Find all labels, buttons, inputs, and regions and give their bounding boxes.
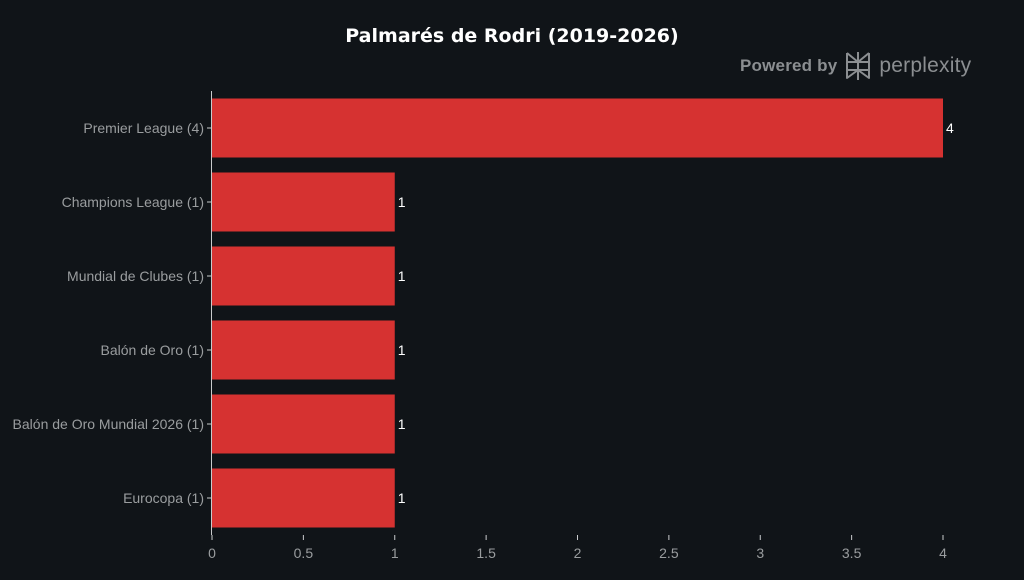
bar xyxy=(212,172,395,232)
bar xyxy=(212,98,943,158)
x-tick-label: 4 xyxy=(939,545,947,561)
x-tick-label: 1 xyxy=(391,545,399,561)
x-tick-label: 2 xyxy=(574,545,582,561)
x-tick-label: 2.5 xyxy=(659,545,679,561)
bar xyxy=(212,246,395,306)
y-tick-label: Premier League (4) xyxy=(83,120,204,136)
data-label: 1 xyxy=(398,490,406,506)
data-label: 1 xyxy=(398,416,406,432)
x-tick-label: 3.5 xyxy=(842,545,862,561)
bar xyxy=(212,468,395,528)
y-tick-label: Eurocopa (1) xyxy=(123,490,204,506)
y-tick-label: Mundial de Clubes (1) xyxy=(67,268,204,284)
watermark-brand: perplexity xyxy=(879,54,972,77)
data-label: 1 xyxy=(398,268,406,284)
watermark-prefix: Powered by xyxy=(740,56,838,75)
y-tick-label: Balón de Oro (1) xyxy=(101,342,205,358)
y-tick-label: Balón de Oro Mundial 2026 (1) xyxy=(13,416,204,432)
data-label: 4 xyxy=(946,120,954,136)
chart-title: Palmarés de Rodri (2019-2026) xyxy=(345,25,679,47)
data-label: 1 xyxy=(398,342,406,358)
y-tick-label: Champions League (1) xyxy=(62,194,204,210)
bar xyxy=(212,320,395,380)
bar xyxy=(212,394,395,454)
perplexity-logo-icon xyxy=(846,52,871,80)
watermark: Powered by perplexity xyxy=(740,50,985,82)
x-tick-label: 0 xyxy=(208,545,216,561)
x-tick-label: 1.5 xyxy=(476,545,496,561)
x-tick-label: 3 xyxy=(756,545,764,561)
data-label: 1 xyxy=(398,194,406,210)
x-tick-label: 0.5 xyxy=(294,545,314,561)
